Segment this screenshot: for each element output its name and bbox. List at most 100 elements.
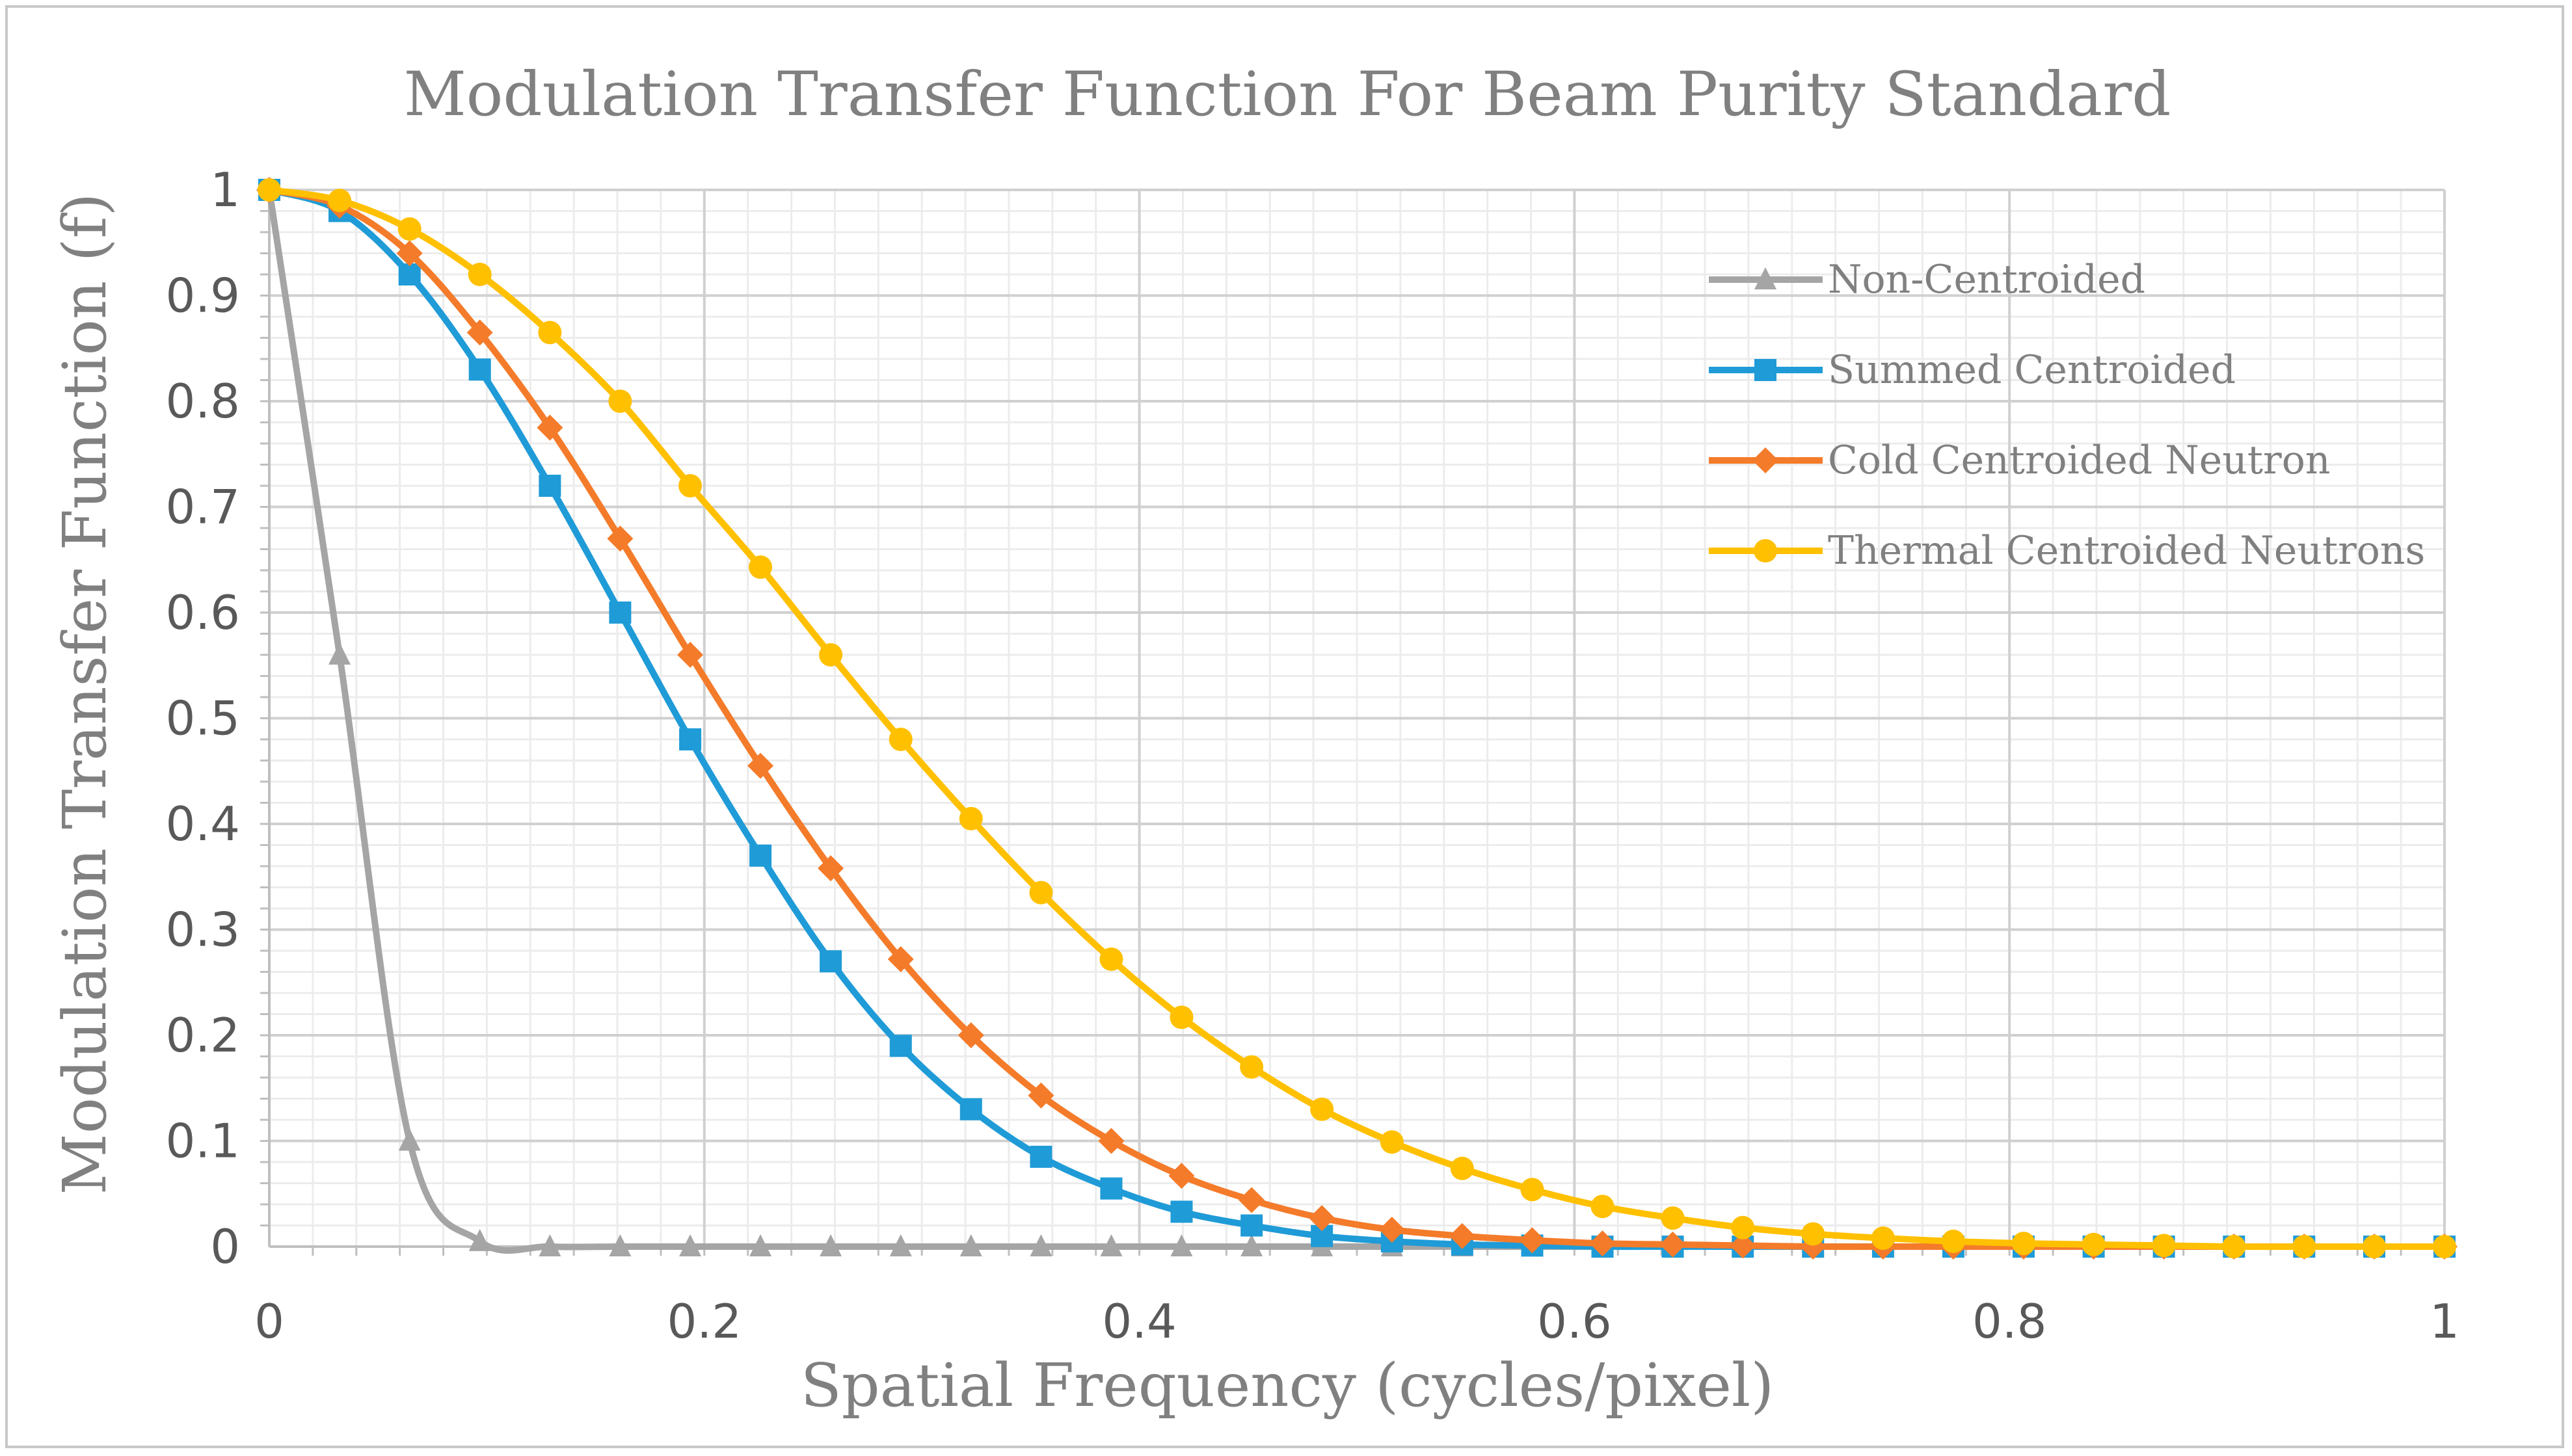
data-point [2082, 1232, 2106, 1256]
data-point [889, 728, 913, 751]
data-point [398, 263, 421, 285]
data-point [959, 1234, 982, 1256]
data-point [609, 1234, 632, 1256]
data-point [959, 1098, 982, 1120]
data-point [1170, 1005, 1194, 1029]
legend-item: Summed Centroided [1709, 347, 2236, 393]
data-point [889, 1234, 912, 1256]
data-point [820, 1234, 842, 1256]
data-point [1378, 1217, 1405, 1243]
data-point [1659, 1231, 1686, 1258]
data-point [1170, 1234, 1193, 1256]
data-point [1310, 1097, 1334, 1121]
legend-label: Non-Centroided [1828, 257, 2145, 302]
x-tick-label: 0.2 [667, 1294, 742, 1349]
data-point [258, 178, 281, 202]
data-point [328, 642, 351, 665]
data-point [537, 414, 563, 441]
data-point [1519, 1227, 1546, 1254]
y-tick-label: 0.6 [165, 585, 240, 640]
legend-swatch-marker [1754, 359, 1776, 381]
data-point [749, 555, 773, 579]
x-tick-label: 0.6 [1537, 1294, 1612, 1349]
data-point [538, 321, 562, 345]
y-tick-label: 0.3 [165, 903, 240, 957]
data-point [2222, 1235, 2246, 1258]
y-tick-label: 0.7 [165, 480, 240, 535]
data-point [1028, 1082, 1054, 1109]
data-point [1168, 1163, 1195, 1189]
data-point [820, 950, 842, 973]
x-tick-label: 0 [254, 1294, 284, 1349]
legend: Non-Centroided Summed Centroided Cold Cent… [1709, 257, 2425, 574]
data-point [1801, 1222, 1825, 1246]
data-point [1100, 1177, 1123, 1200]
data-point [607, 525, 634, 552]
legend-item: Non-Centroided [1709, 257, 2145, 302]
y-tick-label: 0.8 [165, 374, 240, 429]
data-point [679, 728, 702, 750]
y-tick-label: 0.2 [165, 1008, 240, 1063]
legend-label: Cold Centroided Neutron [1828, 438, 2330, 483]
data-point [1240, 1214, 1263, 1237]
legend-label: Summed Centroided [1828, 347, 2236, 393]
data-point [889, 1035, 912, 1057]
data-point [679, 1234, 702, 1256]
chart-title: Modulation Transfer Function For Beam Pu… [404, 59, 2171, 130]
data-point [466, 319, 493, 346]
data-point [2433, 1235, 2456, 1258]
y-tick-label: 1 [210, 163, 240, 217]
data-point [539, 1234, 561, 1256]
data-point [397, 217, 422, 241]
data-point [678, 474, 703, 497]
legend-item: Cold Centroided Neutron [1709, 438, 2330, 483]
data-point [2011, 1232, 2035, 1256]
data-point [1589, 1230, 1616, 1257]
data-point [1240, 1055, 1264, 1079]
data-point [1941, 1229, 1965, 1253]
data-point [468, 263, 492, 286]
data-point [468, 1228, 491, 1251]
data-point [1099, 947, 1123, 971]
data-point [677, 642, 704, 668]
data-point [1030, 1145, 1052, 1168]
data-point [608, 390, 632, 413]
x-tick-label: 0.8 [1972, 1294, 2047, 1349]
data-point [1731, 1215, 1755, 1239]
series-thermal-centroided-neutrons [258, 178, 2456, 1258]
data-point [1871, 1226, 1895, 1250]
data-point [2292, 1235, 2316, 1258]
data-point [468, 358, 491, 381]
y-tick-label: 0 [210, 1219, 240, 1274]
data-point [1170, 1200, 1193, 1223]
data-point [1309, 1205, 1335, 1232]
data-point [2152, 1234, 2176, 1258]
y-axis-title: Modulation Transfer Function (f) [50, 193, 120, 1195]
legend-item: Thermal Centroided Neutrons [1709, 528, 2425, 574]
legend-swatch-marker [1752, 447, 1778, 473]
data-point [1098, 1128, 1125, 1154]
series-layer [256, 177, 2458, 1260]
chart-svg: 0 0.2 0.4 0.6 0.8 1 0 0.1 0.2 0.3 0.4 0.5 0.6 0.7 0.8 0… [50, 59, 2459, 1420]
data-point [398, 1128, 421, 1151]
data-point [1449, 1223, 1475, 1249]
data-point [1240, 1234, 1263, 1256]
data-point [1520, 1178, 1544, 1202]
data-point [1239, 1187, 1265, 1213]
legend-swatch-marker [1754, 539, 1777, 563]
data-point [819, 643, 843, 667]
data-point [749, 1234, 772, 1256]
data-point [328, 189, 352, 213]
data-point [747, 752, 774, 779]
y-tick-label: 0.1 [165, 1114, 240, 1169]
legend-swatch-marker [1754, 267, 1776, 289]
data-point [1730, 1232, 1756, 1259]
data-point [539, 475, 561, 497]
x-tick-label: 0.4 [1102, 1294, 1177, 1349]
data-point [1590, 1195, 1614, 1219]
data-point [958, 1022, 984, 1048]
data-point [959, 806, 983, 830]
data-point [887, 946, 914, 972]
data-point [396, 240, 423, 267]
chart-frame: 0 0.2 0.4 0.6 0.8 1 0 0.1 0.2 0.3 0.4 0.5 0.6 0.7 0.8 0… [5, 5, 2564, 1448]
